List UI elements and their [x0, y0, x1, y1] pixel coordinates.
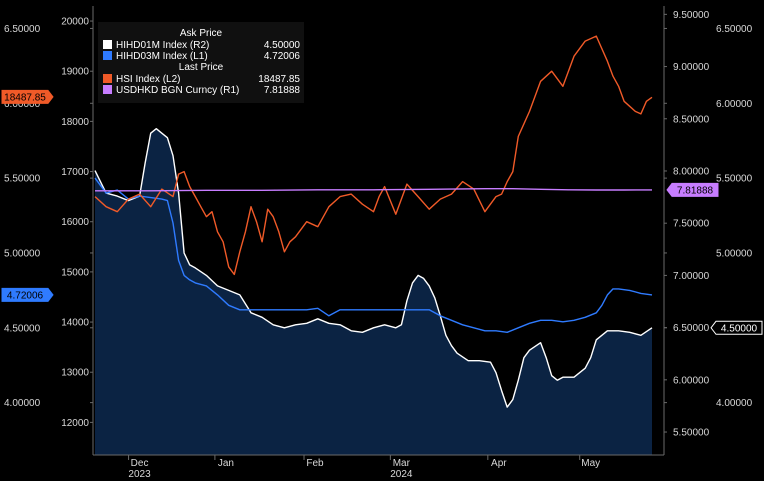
series-line-0	[94, 127, 653, 408]
last-value-tag-0	[1, 89, 54, 104]
tick-label-r1: 7.50000	[673, 219, 710, 230]
tick-label-r1: 9.00000	[673, 62, 710, 73]
x-year-label: 2023	[128, 469, 151, 480]
tick-label-r2: 5.00000	[716, 248, 753, 259]
tick-label-l2: 17000	[61, 167, 89, 178]
series-area-0	[95, 128, 652, 455]
last-value-tag-3	[710, 320, 763, 335]
tick-label-l2: 14000	[61, 318, 89, 329]
legend-box	[98, 22, 304, 103]
x-tick-label: Feb	[306, 458, 324, 469]
last-value-tag-text-3: 4.50000	[721, 323, 758, 334]
tick-label-r2: 6.00000	[716, 99, 753, 110]
legend-entry-value: 4.72006	[264, 51, 301, 62]
tick-label-l2: 16000	[61, 217, 89, 228]
tick-label-r1: 8.50000	[673, 114, 710, 125]
legend-entry-name: USDHKD BGN Curncy (R1)	[116, 85, 239, 96]
legend-entry-value: 4.50000	[264, 40, 301, 51]
tick-label-r2: 4.00000	[716, 398, 753, 409]
legend-swatch	[103, 51, 112, 60]
tick-label-r1: 9.50000	[673, 10, 710, 21]
tick-label-r1: 8.00000	[673, 166, 710, 177]
tick-label-l2: 15000	[61, 267, 89, 278]
legend-entry-name: HIHD01M Index (R2)	[116, 40, 209, 51]
x-tick-label: Dec	[131, 458, 149, 469]
x-tick-label: Mar	[393, 458, 411, 469]
tick-label-l2: 13000	[61, 368, 89, 379]
tick-label-r1: 6.00000	[673, 375, 710, 386]
tick-label-l2: 12000	[61, 418, 89, 429]
tick-label-l1: 6.50000	[4, 24, 41, 35]
last-value-tag-1	[1, 287, 54, 302]
tick-label-l1: 5.50000	[4, 174, 41, 185]
tick-label-l2: 19000	[61, 67, 89, 78]
tick-label-l1: 6.00000	[4, 99, 41, 110]
series-line-3	[95, 188, 653, 192]
tick-label-l1: 4.00000	[4, 398, 41, 409]
last-value-tag-text-2: 7.81888	[677, 185, 714, 196]
legend-swatch	[103, 85, 112, 94]
tick-label-r1: 5.50000	[673, 428, 710, 439]
x-year-label: 2024	[390, 469, 413, 480]
legend-group-header: Last Price	[179, 62, 224, 73]
legend-entry-value: 7.81888	[264, 85, 301, 96]
last-value-tag-text-1: 4.72006	[7, 290, 44, 301]
legend-swatch	[103, 40, 112, 49]
tick-label-r1: 7.00000	[673, 271, 710, 282]
x-tick-label: Apr	[491, 458, 507, 469]
x-tick-label: Jan	[218, 458, 234, 469]
tick-label-l2: 20000	[61, 17, 89, 28]
x-tick-label: May	[581, 458, 600, 469]
tick-label-r1: 6.50000	[673, 323, 710, 334]
tick-label-l1: 4.50000	[4, 323, 41, 334]
last-value-tag-text-0: 18487.85	[4, 92, 46, 103]
legend-entry-name: HSI Index (L2)	[116, 74, 180, 85]
tick-label-l1: 5.00000	[4, 248, 41, 259]
series-line-1	[94, 177, 653, 333]
tick-label-l2: 18000	[61, 117, 89, 128]
last-value-tag-2	[666, 182, 719, 197]
legend-entry-name: HIHD03M Index (L1)	[116, 51, 208, 62]
tick-label-r2: 5.50000	[716, 174, 753, 185]
legend-group-header: Ask Price	[180, 28, 223, 39]
tick-label-r2: 6.50000	[716, 24, 753, 35]
legend-swatch	[103, 74, 112, 83]
legend-entry-value: 18487.85	[258, 74, 300, 85]
series-line-2	[94, 35, 653, 276]
